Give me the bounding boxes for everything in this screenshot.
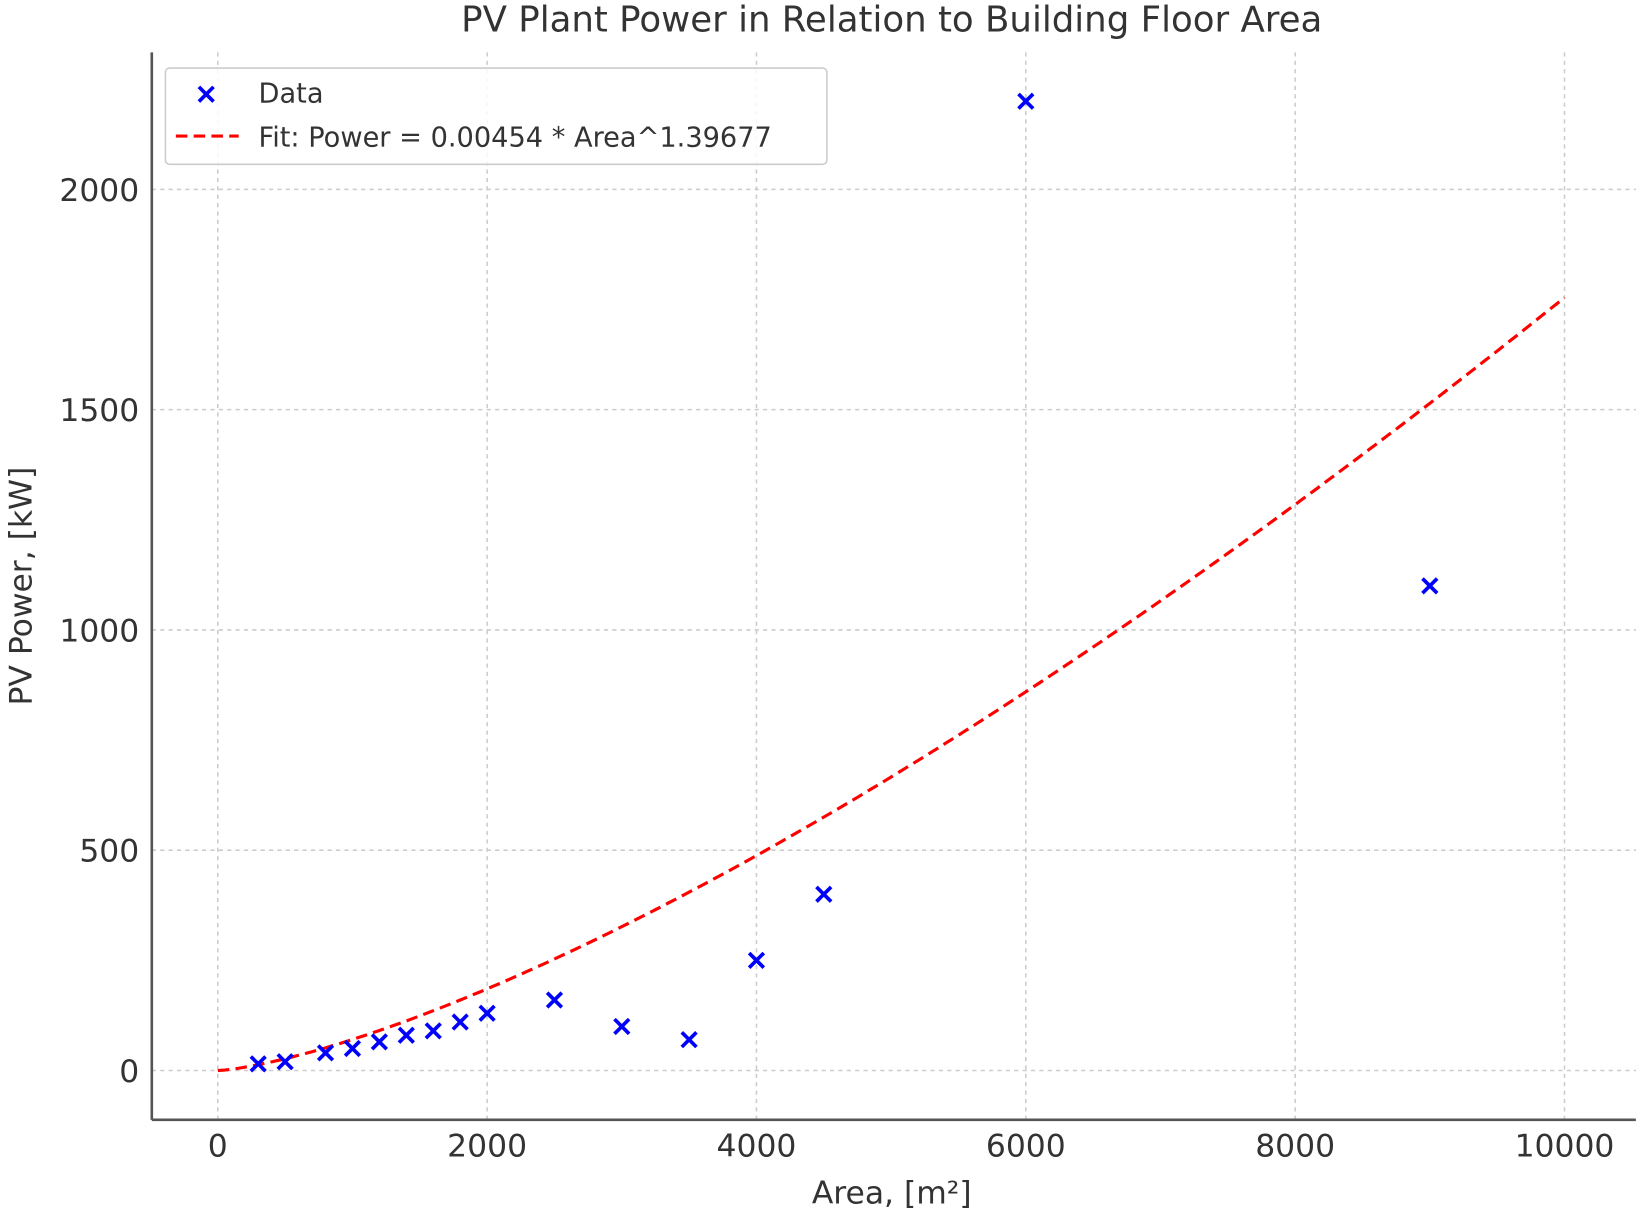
data-point bbox=[747, 951, 766, 969]
x-axis-label: Area, [m²] bbox=[812, 1176, 972, 1212]
axes bbox=[150, 52, 1636, 1122]
x-tick-label: 0 bbox=[208, 1128, 228, 1164]
data-point-stroke bbox=[316, 1044, 335, 1062]
data-point bbox=[397, 1026, 415, 1044]
data-point bbox=[424, 1022, 442, 1040]
y-axis-label: PV Power, [kW] bbox=[3, 467, 39, 706]
y-tick-label: 0 bbox=[119, 1054, 139, 1090]
data-point-stroke bbox=[276, 1053, 294, 1071]
legend-label-data: Data bbox=[259, 79, 324, 110]
data-point-stroke bbox=[397, 1026, 415, 1044]
chart-title: PV Plant Power in Relation to Building F… bbox=[461, 0, 1322, 40]
data-point bbox=[815, 885, 833, 903]
data-point bbox=[1017, 92, 1035, 110]
data-point bbox=[545, 991, 564, 1009]
legend: Data Fit: Power = 0.00454 * Area^1.39677 bbox=[164, 67, 828, 166]
data-point bbox=[370, 1033, 389, 1051]
data-point bbox=[1421, 577, 1439, 595]
fit-line-layer bbox=[217, 296, 1566, 1073]
y-tick-label: 1000 bbox=[59, 613, 139, 649]
data-point-stroke bbox=[370, 1033, 389, 1051]
data-point-stroke bbox=[343, 1039, 362, 1058]
data-point bbox=[316, 1044, 335, 1062]
data-point-stroke bbox=[1421, 577, 1439, 595]
legend-label-fit: Fit: Power = 0.00454 * Area^1.39677 bbox=[259, 123, 772, 154]
data-point bbox=[249, 1055, 267, 1073]
data-point-stroke bbox=[613, 1017, 631, 1036]
grid bbox=[151, 52, 1636, 1120]
data-point-stroke bbox=[1017, 92, 1035, 110]
x-tick-label: 8000 bbox=[1255, 1128, 1335, 1164]
data-point-stroke bbox=[424, 1022, 442, 1040]
y-tick-label: 1500 bbox=[59, 393, 139, 429]
data-point-stroke bbox=[451, 1013, 469, 1031]
legend-marker-x-icon bbox=[197, 85, 215, 103]
legend-box bbox=[164, 67, 828, 166]
x-tick-label: 4000 bbox=[717, 1128, 797, 1164]
x-tick-label: 2000 bbox=[447, 1128, 527, 1164]
data-point-stroke bbox=[747, 951, 766, 969]
data-point bbox=[680, 1031, 698, 1049]
data-point bbox=[451, 1013, 469, 1031]
x-tick-label: 10000 bbox=[1515, 1128, 1615, 1164]
data-point bbox=[478, 1004, 496, 1022]
data-points-layer bbox=[249, 92, 1439, 1073]
y-tick-label: 2000 bbox=[59, 173, 139, 209]
x-tick-label: 6000 bbox=[986, 1128, 1066, 1164]
data-point-stroke bbox=[545, 991, 564, 1009]
data-point-stroke bbox=[680, 1031, 698, 1049]
data-point bbox=[276, 1053, 294, 1071]
data-point bbox=[613, 1017, 631, 1036]
tick-labels: 0 2000 4000 6000 8000 10000 0 500 1000 1500 2000 bbox=[59, 173, 1614, 1165]
data-point-stroke bbox=[815, 885, 833, 903]
y-tick-label: 500 bbox=[79, 834, 139, 870]
fit-curve bbox=[217, 296, 1566, 1073]
data-point-stroke bbox=[249, 1055, 267, 1073]
data-point-stroke bbox=[478, 1004, 496, 1022]
data-point bbox=[343, 1039, 362, 1058]
